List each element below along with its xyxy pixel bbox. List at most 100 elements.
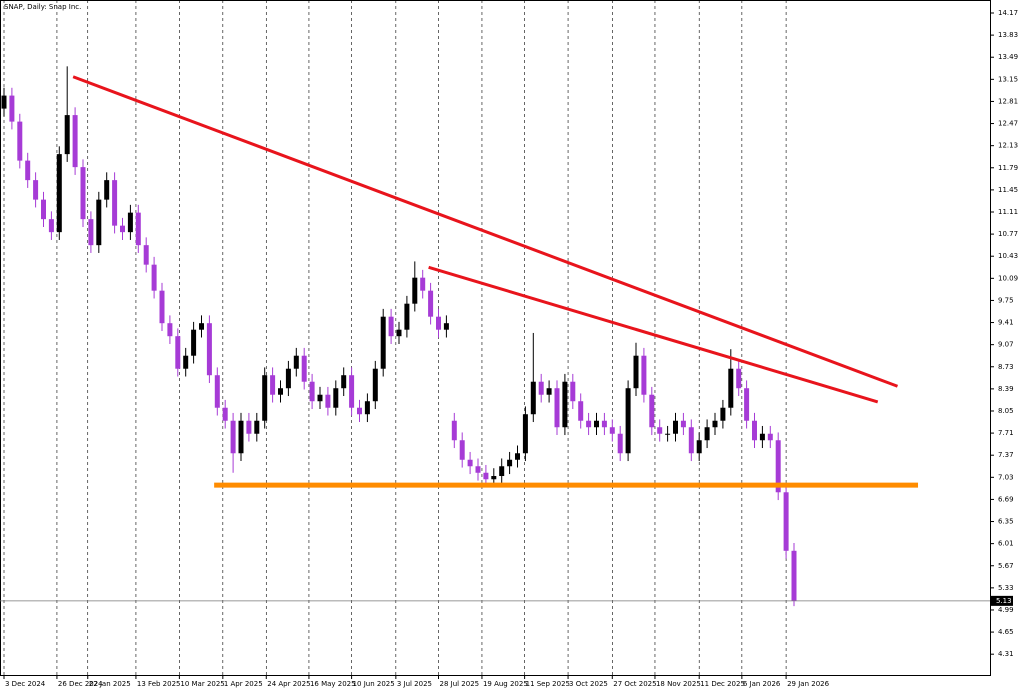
candle-body	[191, 329, 197, 356]
y-tick-label: 7.71	[998, 429, 1014, 437]
candle-body	[238, 420, 244, 454]
y-tick-label: 4.65	[998, 628, 1014, 636]
candle-body	[25, 160, 31, 181]
y-tick-label: 7.37	[998, 451, 1014, 459]
candle-body	[349, 375, 355, 408]
candle-body	[459, 440, 465, 460]
candle-body	[720, 407, 726, 421]
x-tick-label: 6 Jan 2026	[743, 680, 781, 688]
candle-body	[515, 453, 520, 460]
y-tick-label: 10.77	[998, 230, 1018, 238]
candle-body	[617, 433, 623, 454]
x-tick-label: 24 Apr 2025	[267, 680, 310, 688]
y-tick-label: 4.31	[998, 650, 1014, 658]
y-tick-label: 8.73	[998, 363, 1014, 371]
candle-body	[214, 375, 220, 408]
candle-body	[783, 492, 789, 551]
candle-body	[752, 420, 757, 441]
x-tick-label: 1 Apr 2025	[224, 680, 263, 688]
candle-body	[285, 368, 291, 389]
candle-body	[380, 316, 386, 369]
candle-body	[199, 323, 204, 330]
candle-body	[127, 212, 133, 233]
candle-body	[325, 394, 331, 408]
candle-body	[120, 225, 125, 233]
y-tick-label: 10.09	[998, 274, 1018, 282]
candle-body	[767, 433, 773, 441]
x-tick-label: 10 Jun 2025	[353, 680, 395, 688]
y-tick-label: 13.83	[998, 31, 1018, 39]
x-tick-label: 28 Jul 2025	[440, 680, 480, 688]
candle-body	[673, 420, 678, 434]
candle-body	[601, 420, 607, 428]
candle-body	[317, 394, 323, 402]
candle-body	[80, 167, 86, 220]
x-tick-label: 29 Jan 2026	[787, 680, 830, 688]
x-tick-label: 3 Oct 2025	[569, 680, 608, 688]
y-tick-label: 7.03	[998, 473, 1014, 481]
candle-body	[696, 440, 702, 454]
candle-body	[775, 440, 781, 493]
y-tick-label: 5.33	[998, 584, 1014, 592]
candle-body	[436, 316, 441, 330]
candle-body	[88, 219, 94, 246]
candle-body	[625, 388, 631, 454]
candle-body	[396, 329, 402, 337]
candle-body	[104, 180, 110, 200]
y-tick-label: 6.69	[998, 495, 1014, 503]
candle-body	[333, 388, 339, 408]
candle-body	[262, 375, 268, 421]
chart-title: SNAP, Daily: Snap Inc.	[4, 3, 81, 11]
candle-body	[609, 427, 615, 434]
candle-body	[451, 420, 457, 441]
y-tick-label: 6.35	[998, 518, 1014, 526]
y-tick-label: 10.43	[998, 252, 1018, 260]
candle-body	[538, 381, 544, 395]
candle-body	[412, 277, 418, 304]
candle-body	[41, 199, 46, 220]
candle-body	[633, 355, 639, 389]
candle-body	[499, 466, 505, 477]
x-tick-label: 3 Dec 2024	[5, 680, 46, 688]
candle-body	[183, 355, 189, 369]
last-price-label: 5.13	[996, 597, 1012, 605]
candle-body	[467, 459, 473, 467]
candle-body	[246, 420, 252, 434]
candle-body	[657, 427, 663, 434]
y-tick-label: 12.13	[998, 142, 1018, 150]
y-tick-label: 13.15	[998, 75, 1018, 83]
x-tick-label: 13 Feb 2025	[137, 680, 181, 688]
candle-body	[206, 323, 212, 376]
plot-frame	[0, 0, 991, 676]
candle-body	[649, 394, 655, 428]
x-tick-label: 22 Jan 2025	[89, 680, 131, 688]
trend-line	[428, 265, 879, 404]
candle-body	[270, 375, 276, 395]
candle-body	[491, 476, 497, 480]
candle-body	[72, 115, 78, 168]
candle-body	[530, 381, 536, 415]
candle-body	[167, 323, 173, 337]
candle-body	[17, 121, 23, 161]
trend-line	[72, 75, 899, 388]
candle-body	[420, 277, 426, 291]
y-tick-label: 9.75	[998, 296, 1014, 304]
candle-body	[744, 388, 750, 421]
x-tick-label: 26 Dec 2024	[58, 680, 103, 688]
candle-body	[1, 95, 7, 109]
candle-body	[33, 180, 39, 200]
candle-body	[443, 323, 449, 330]
x-tick-label: 18 Nov 2025	[656, 680, 701, 688]
candle-body	[562, 381, 568, 428]
y-tick-label: 8.05	[998, 407, 1014, 415]
candle-body	[364, 401, 370, 415]
candle-body	[309, 381, 315, 402]
candle-body	[475, 466, 481, 473]
y-tick-label: 14.17	[998, 9, 1018, 17]
candle-body	[570, 381, 576, 402]
y-tick-label: 4.99	[998, 606, 1014, 614]
candle-body	[428, 290, 434, 317]
candle-body	[143, 245, 149, 265]
candle-body	[507, 459, 513, 467]
